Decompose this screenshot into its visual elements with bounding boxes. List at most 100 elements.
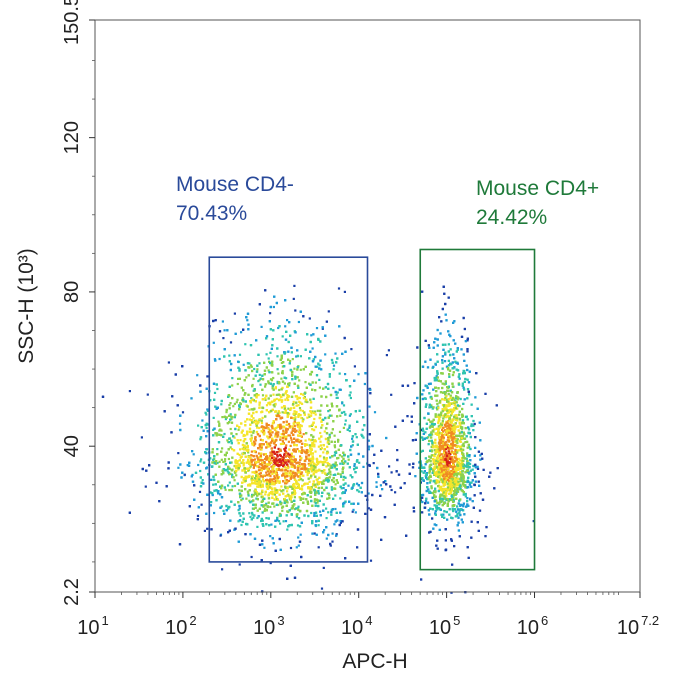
- data-point: [344, 476, 347, 479]
- data-point: [283, 431, 286, 434]
- data-point: [351, 510, 354, 513]
- data-point: [367, 492, 370, 495]
- data-point: [268, 360, 271, 363]
- data-point: [272, 542, 275, 545]
- data-point: [306, 502, 310, 505]
- data-point: [300, 402, 304, 405]
- data-point: [255, 474, 258, 477]
- data-point: [257, 515, 260, 518]
- data-point: [199, 438, 202, 441]
- data-point: [207, 473, 210, 476]
- data-point: [329, 456, 332, 459]
- data-point: [230, 415, 233, 418]
- data-point: [322, 451, 325, 454]
- data-point: [330, 431, 333, 435]
- data-point: [230, 417, 233, 420]
- data-point: [229, 418, 232, 421]
- data-point: [200, 458, 203, 461]
- data-point: [360, 481, 364, 485]
- data-point: [280, 388, 283, 391]
- data-point: [274, 433, 277, 436]
- data-point: [297, 517, 301, 520]
- data-point: [274, 444, 277, 447]
- data-point: [211, 465, 214, 468]
- data-point: [388, 465, 391, 468]
- data-point: [309, 460, 312, 463]
- data-point: [324, 386, 327, 389]
- data-point: [300, 457, 303, 460]
- data-point: [322, 418, 325, 421]
- data-point: [279, 463, 282, 466]
- data-point: [410, 420, 413, 423]
- data-point: [216, 448, 219, 451]
- data-point: [342, 404, 346, 407]
- data-point: [353, 468, 356, 471]
- data-point: [273, 446, 276, 449]
- data-point: [314, 355, 317, 359]
- data-point: [286, 385, 289, 388]
- data-point: [282, 464, 285, 468]
- data-point: [268, 492, 271, 495]
- data-point: [311, 452, 314, 455]
- data-point: [277, 393, 280, 396]
- data-point: [237, 520, 240, 523]
- data-point: [297, 475, 300, 478]
- data-point: [355, 460, 359, 463]
- data-point: [167, 461, 170, 464]
- data-point: [304, 381, 307, 384]
- data-point: [199, 469, 202, 473]
- data-point: [279, 503, 283, 506]
- data-point: [316, 499, 320, 502]
- data-point: [270, 465, 273, 468]
- data-point: [358, 461, 361, 464]
- data-point: [241, 520, 244, 523]
- data-point: [344, 500, 347, 503]
- data-point: [333, 464, 336, 467]
- data-point: [313, 411, 316, 415]
- data-point: [282, 520, 285, 523]
- data-point: [301, 442, 304, 445]
- data-point: [232, 435, 235, 438]
- data-point: [261, 490, 264, 493]
- data-point: [231, 377, 234, 380]
- data-point: [247, 458, 250, 461]
- data-point: [215, 499, 218, 502]
- data-point: [291, 370, 294, 374]
- data-point: [258, 426, 261, 430]
- data-point: [269, 328, 272, 331]
- data-point: [302, 418, 305, 421]
- data-point: [349, 474, 352, 477]
- data-point: [284, 485, 287, 488]
- data-point: [297, 485, 300, 488]
- data-point: [394, 491, 397, 494]
- data-point: [247, 493, 250, 496]
- data-point: [306, 474, 309, 477]
- data-point: [215, 407, 218, 410]
- data-point: [315, 520, 318, 523]
- data-point: [315, 327, 319, 330]
- data-point: [249, 465, 252, 468]
- data-point: [206, 448, 209, 451]
- data-point: [319, 340, 322, 343]
- data-point: [233, 465, 236, 468]
- data-point: [312, 468, 315, 471]
- data-point: [276, 489, 279, 492]
- data-point: [255, 454, 258, 458]
- data-point: [241, 429, 244, 432]
- data-point: [252, 499, 255, 502]
- data-point: [293, 427, 296, 431]
- data-point: [255, 422, 258, 425]
- data-point: [250, 454, 253, 457]
- data-point: [368, 464, 371, 467]
- data-point: [271, 502, 274, 505]
- data-point: [241, 461, 244, 464]
- data-point: [277, 381, 281, 384]
- data-point: [278, 382, 281, 385]
- data-point: [360, 491, 363, 494]
- data-point: [254, 489, 257, 492]
- data-point: [312, 428, 316, 432]
- data-point: [280, 355, 283, 358]
- data-point: [290, 407, 293, 410]
- data-point: [237, 428, 240, 431]
